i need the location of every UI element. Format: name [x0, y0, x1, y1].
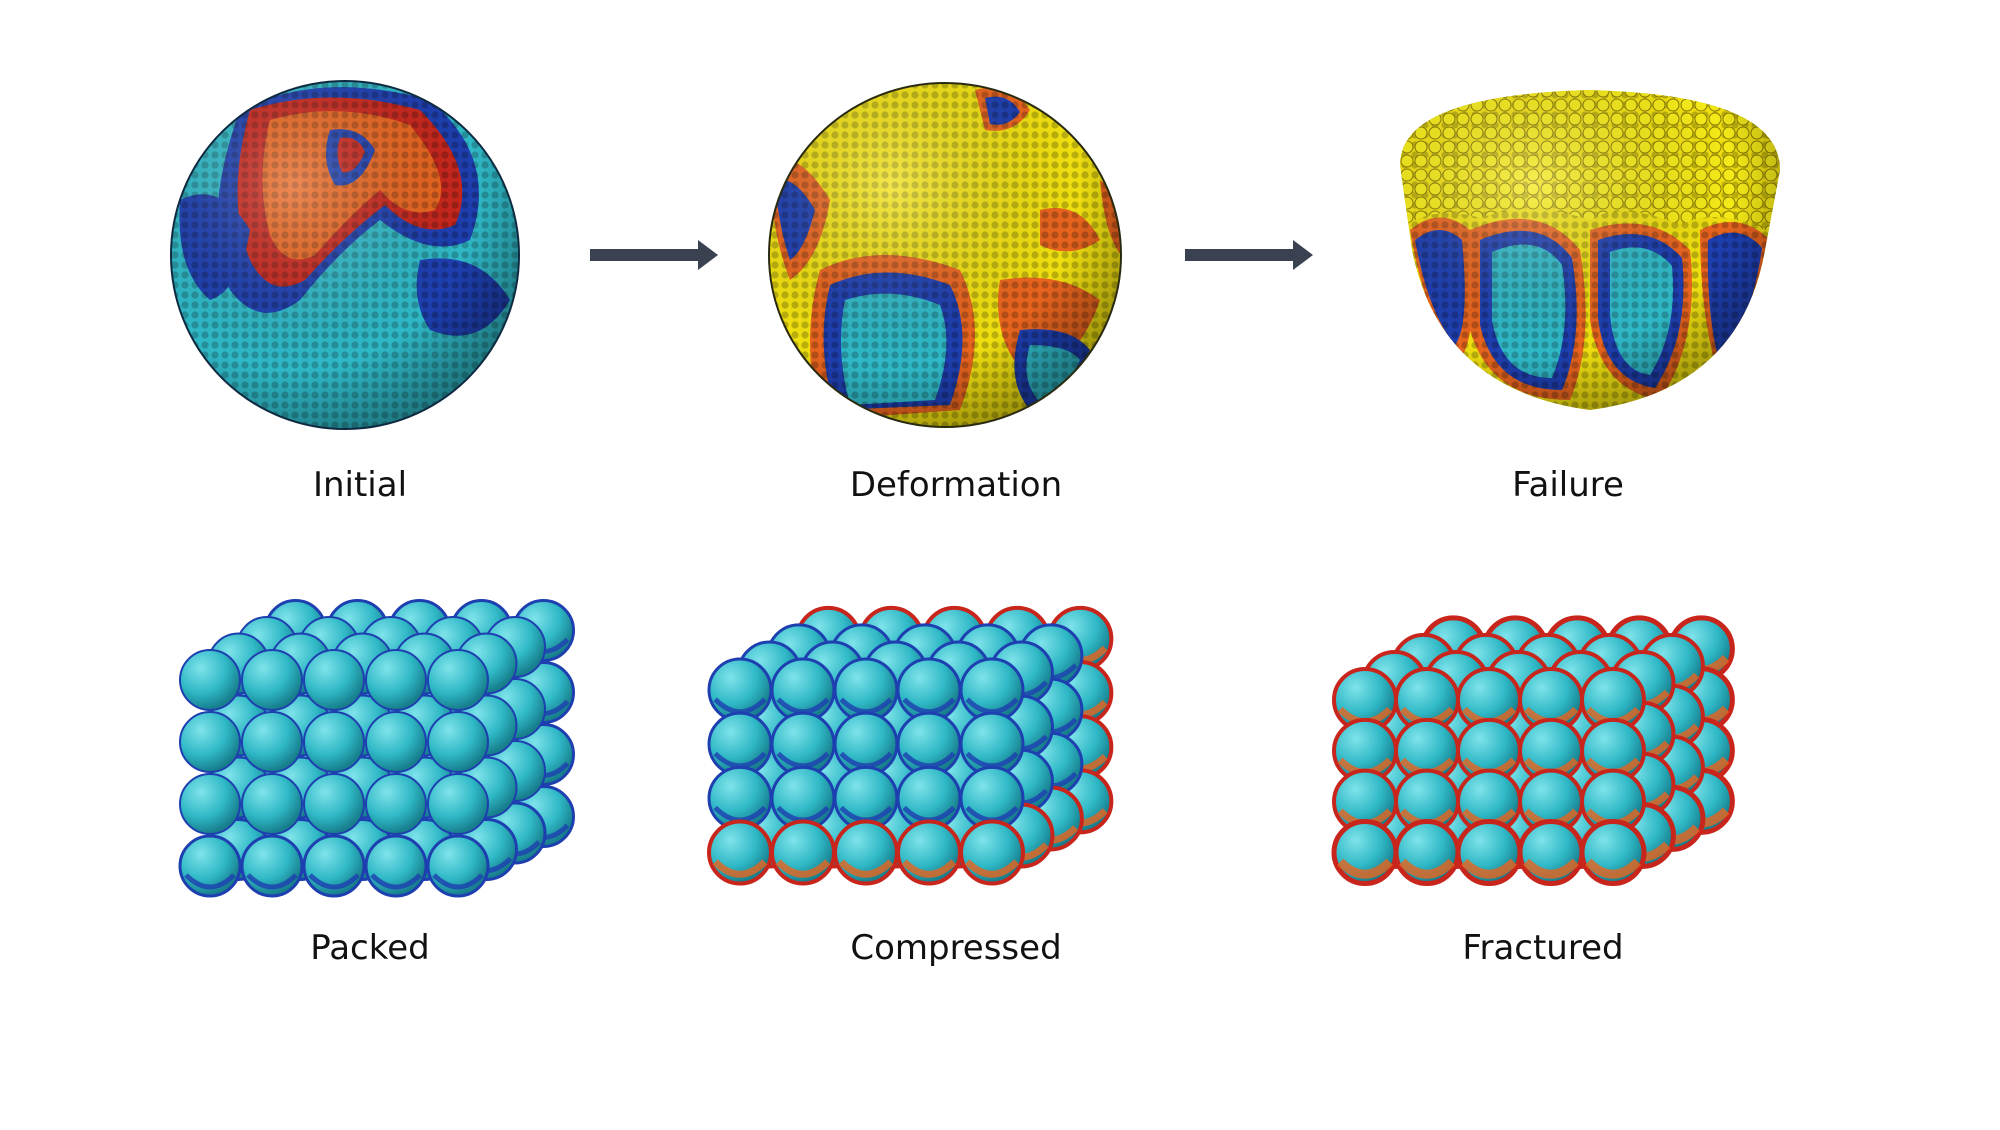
label-deformation: Deformation: [849, 465, 1063, 505]
sphere-deformation: [768, 82, 1122, 428]
right-arrow-icon: [590, 240, 718, 270]
label-compressed: Compressed: [850, 928, 1062, 968]
block-packed: [178, 599, 575, 898]
label-failure: Failure: [1512, 465, 1624, 505]
sphere-initial: [170, 80, 520, 430]
block-fractured: [1331, 615, 1735, 887]
label-initial: Initial: [312, 465, 408, 505]
block-compressed: [707, 605, 1114, 886]
sphere-failure: [1400, 90, 1780, 410]
label-fractured: Fractured: [1462, 928, 1624, 968]
label-packed: Packed: [310, 928, 430, 968]
right-arrow-icon: [1185, 240, 1313, 270]
